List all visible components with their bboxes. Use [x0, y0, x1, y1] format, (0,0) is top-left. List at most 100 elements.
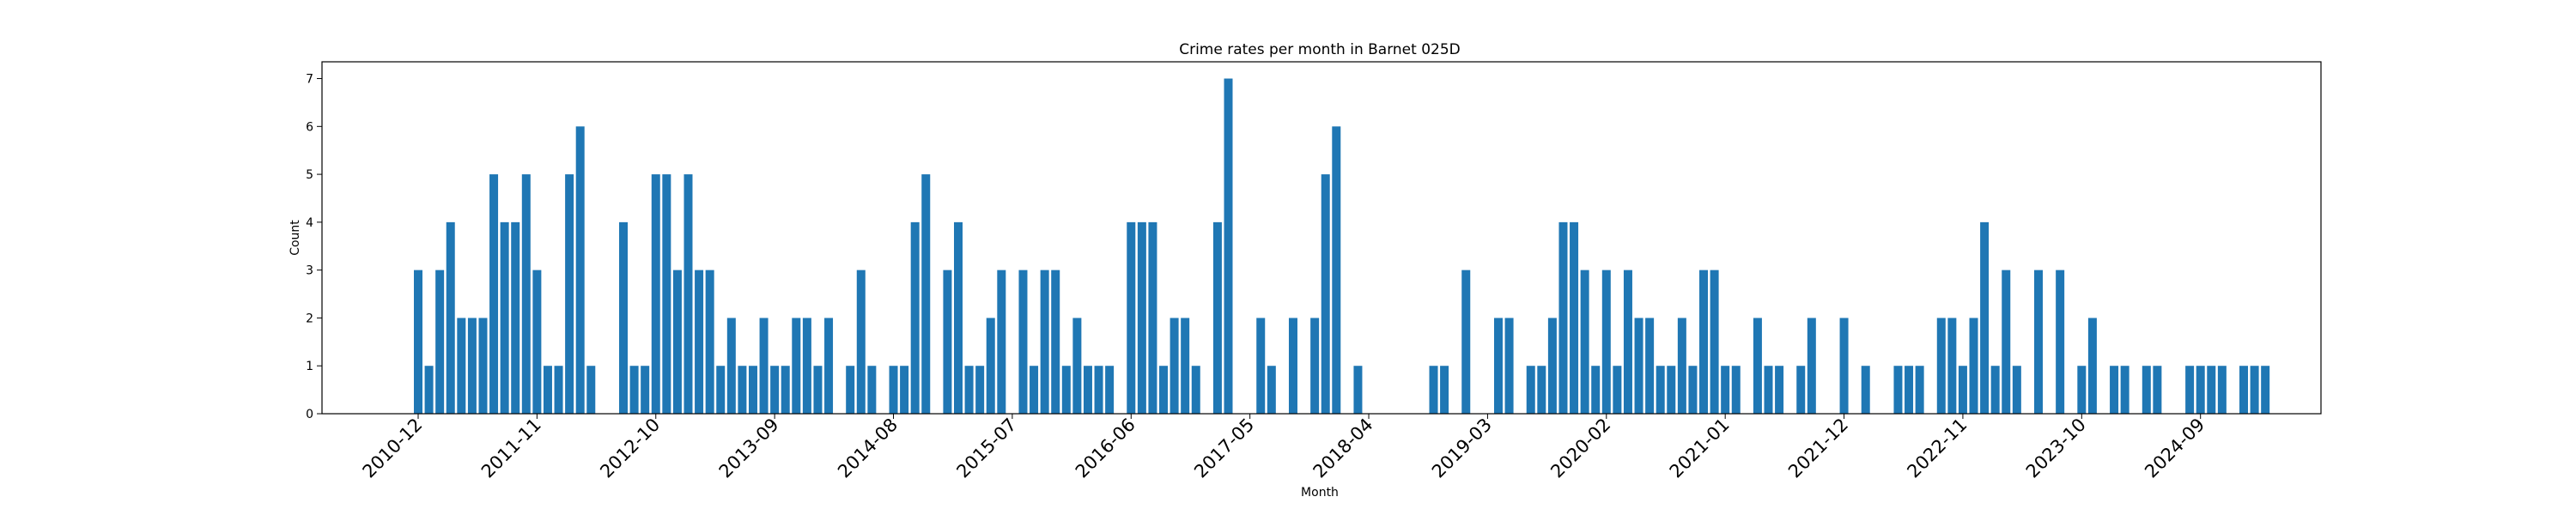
- x-tick-label: 2020-02: [1546, 415, 1614, 482]
- bar: [2077, 366, 2087, 414]
- x-tick-label: 2010-12: [359, 415, 427, 482]
- bar: [1321, 174, 1330, 414]
- bar: [856, 270, 866, 414]
- bar: [1796, 366, 1806, 414]
- bar: [1083, 366, 1092, 414]
- bar: [1958, 366, 1967, 414]
- bar: [1936, 318, 1946, 414]
- bar: [446, 221, 455, 414]
- x-tick-label: 2012-10: [596, 415, 664, 482]
- bar: [2012, 366, 2021, 414]
- bar: [1721, 366, 1730, 414]
- bar: [1256, 318, 1266, 414]
- bar: [2120, 366, 2129, 414]
- bar: [586, 366, 596, 414]
- bar: [781, 366, 790, 414]
- bar: [641, 366, 650, 414]
- bar: [813, 366, 823, 414]
- bar: [2217, 366, 2227, 414]
- y-tick-label: 2: [306, 312, 313, 325]
- bar: [1601, 270, 1611, 414]
- bar: [1980, 221, 1990, 414]
- bar: [964, 366, 974, 414]
- bars-group: [414, 78, 2270, 415]
- bar: [683, 174, 693, 414]
- bar: [1591, 366, 1601, 414]
- y-tick-label: 6: [306, 120, 313, 134]
- bar: [414, 270, 422, 414]
- bar: [1159, 366, 1169, 414]
- bar: [1667, 366, 1676, 414]
- bar: [1839, 318, 1849, 414]
- bar: [2153, 366, 2162, 414]
- bar: [424, 366, 434, 414]
- bar: [1030, 366, 1039, 414]
- bar: [1018, 270, 1028, 414]
- bar: [1861, 366, 1870, 414]
- bar: [2239, 366, 2249, 414]
- bar: [1429, 366, 1438, 414]
- bar: [748, 366, 757, 414]
- bar: [1688, 366, 1698, 414]
- bar: [1753, 318, 1762, 414]
- bar: [726, 318, 736, 414]
- bar: [1072, 318, 1082, 414]
- bar: [2142, 366, 2151, 414]
- bar: [489, 174, 499, 414]
- bar: [1915, 366, 1924, 414]
- bar: [1731, 366, 1741, 414]
- bar: [975, 366, 985, 414]
- bar: [1170, 318, 1179, 414]
- bar: [2110, 366, 2119, 414]
- bar: [1461, 270, 1471, 414]
- bar: [629, 366, 639, 414]
- bar: [846, 366, 855, 414]
- bar: [672, 270, 682, 414]
- bar: [824, 318, 834, 414]
- bar: [575, 126, 585, 414]
- bar: [532, 270, 542, 414]
- x-tick-label: 2015-07: [952, 415, 1020, 482]
- x-axis-label: Month: [1301, 486, 1339, 500]
- bar: [1288, 318, 1297, 414]
- bar: [662, 174, 671, 414]
- bar: [900, 366, 909, 414]
- x-tick-label: 2018-04: [1309, 415, 1377, 482]
- bar: [1677, 318, 1686, 414]
- bar: [1580, 270, 1589, 414]
- bar: [1148, 221, 1157, 414]
- x-tick-label: 2024-09: [2141, 415, 2208, 482]
- bar: [716, 366, 726, 414]
- bar: [910, 221, 920, 414]
- bar: [521, 174, 531, 414]
- bar: [997, 270, 1006, 414]
- bar: [2196, 366, 2205, 414]
- bar: [1710, 270, 1719, 414]
- bar: [2207, 366, 2216, 414]
- bar: [1656, 366, 1665, 414]
- y-tick-label: 5: [306, 168, 313, 182]
- bar: [1623, 270, 1632, 414]
- x-tick-label: 2016-06: [1072, 415, 1139, 482]
- bar: [457, 318, 466, 414]
- chart-title: Crime rates per month in Barnet 025D: [1179, 41, 1461, 58]
- bar: [2002, 270, 2011, 414]
- x-tick-label: 2019-03: [1428, 415, 1496, 482]
- bar: [1558, 221, 1568, 414]
- y-tick-label: 4: [306, 216, 313, 230]
- bar: [1537, 366, 1546, 414]
- y-axis-label: Count: [289, 220, 302, 256]
- bar: [759, 318, 769, 414]
- bar: [1094, 366, 1103, 414]
- bar: [1504, 318, 1514, 414]
- bar: [619, 221, 629, 414]
- bar: [802, 318, 811, 414]
- bar: [1267, 366, 1276, 414]
- bar: [1332, 126, 1341, 414]
- bar: [1127, 221, 1136, 414]
- bar: [1137, 221, 1146, 414]
- bar: [1613, 366, 1622, 414]
- y-tick-label: 1: [306, 360, 313, 373]
- bar: [1526, 366, 1535, 414]
